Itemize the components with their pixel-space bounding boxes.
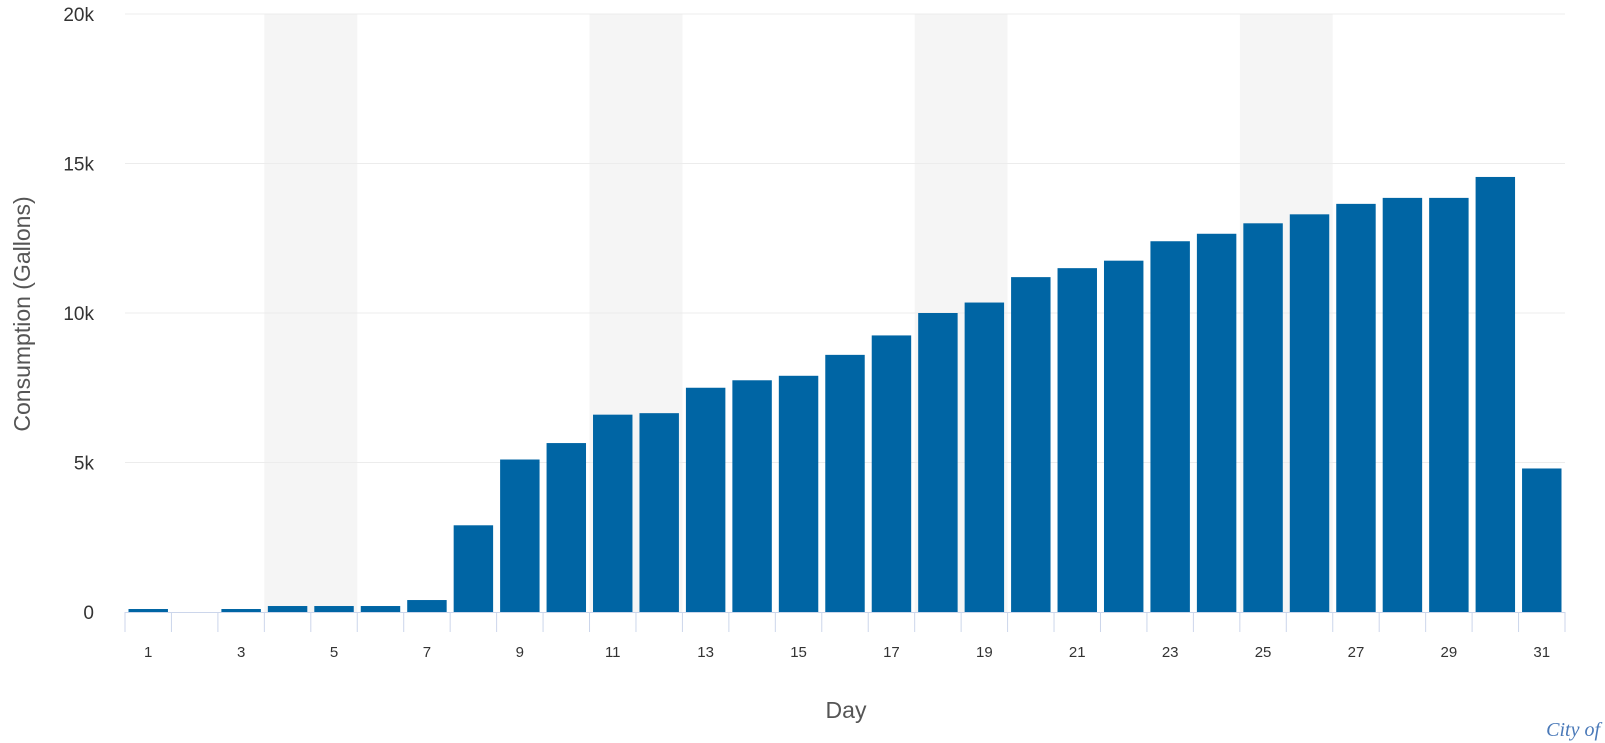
y-axis-ticks: 0 5k 10k 15k 20k: [63, 5, 94, 624]
x-axis-title: Day: [826, 697, 867, 723]
bar-day-26[interactable]: [1289, 214, 1330, 612]
bar-day-6[interactable]: [360, 606, 401, 612]
bar-day-24[interactable]: [1196, 233, 1237, 612]
bar-day-12[interactable]: [639, 413, 679, 612]
bar-day-27[interactable]: [1336, 203, 1376, 613]
x-tick-label: 25: [1255, 644, 1272, 661]
bar-day-11[interactable]: [593, 414, 633, 612]
bar-day-10[interactable]: [546, 443, 587, 612]
x-tick-label: 31: [1533, 644, 1550, 661]
bar-day-21[interactable]: [1057, 268, 1097, 612]
bar-day-23[interactable]: [1150, 241, 1190, 613]
y-tick-label: 20k: [63, 5, 94, 26]
x-tick-label: 23: [1162, 644, 1179, 661]
bar-day-19[interactable]: [964, 302, 1005, 612]
y-tick-label: 0: [83, 603, 94, 624]
bar-day-25[interactable]: [1243, 223, 1283, 613]
bar-day-13[interactable]: [685, 387, 726, 612]
bar-day-4[interactable]: [267, 606, 308, 612]
watermark-text: City of: [1546, 719, 1602, 741]
bar-day-3[interactable]: [221, 609, 261, 612]
bar-day-22[interactable]: [1103, 260, 1144, 612]
bar-day-5[interactable]: [314, 606, 354, 612]
bar-day-9[interactable]: [500, 459, 540, 612]
x-tick-label: 11: [605, 644, 621, 661]
x-tick-label: 19: [976, 644, 993, 661]
x-tick-label: 15: [790, 644, 807, 661]
bar-day-1[interactable]: [128, 609, 168, 612]
bar-day-15[interactable]: [778, 375, 819, 612]
bar-day-31[interactable]: [1522, 468, 1562, 612]
y-tick-label: 5k: [74, 454, 95, 475]
x-tick-label: 3: [237, 644, 245, 661]
y-axis-title: Consumption (Gallons): [9, 196, 35, 431]
y-tick-label: 10k: [63, 304, 94, 325]
bar-day-8[interactable]: [453, 525, 494, 612]
bar-day-29[interactable]: [1429, 197, 1469, 612]
x-tick-label: 21: [1069, 644, 1086, 661]
bar-day-30[interactable]: [1475, 176, 1516, 612]
bar-day-20[interactable]: [1011, 277, 1051, 612]
x-tick-label: 1: [144, 644, 152, 661]
bar-day-7[interactable]: [407, 600, 447, 612]
x-tick-label: 29: [1441, 644, 1458, 661]
bar-day-28[interactable]: [1382, 197, 1423, 612]
x-tick-label: 17: [883, 644, 900, 661]
bar-day-18[interactable]: [918, 313, 958, 612]
x-tick-label: 7: [423, 644, 431, 661]
x-tick-label: 13: [697, 644, 714, 661]
bar-day-14[interactable]: [732, 380, 772, 612]
x-tick-label: 9: [516, 644, 524, 661]
bars: [128, 176, 1562, 613]
bar-day-16[interactable]: [825, 354, 865, 612]
x-axis-ticks: 1 3 5 7 9 11 13 15 17 19 21 23 25 27 29 31: [144, 644, 1550, 661]
x-axis: [124, 612, 1566, 632]
y-tick-label: 15k: [63, 155, 94, 176]
bar-day-17[interactable]: [871, 335, 912, 612]
x-tick-label: 27: [1348, 644, 1365, 661]
x-tick-label: 5: [330, 644, 338, 661]
